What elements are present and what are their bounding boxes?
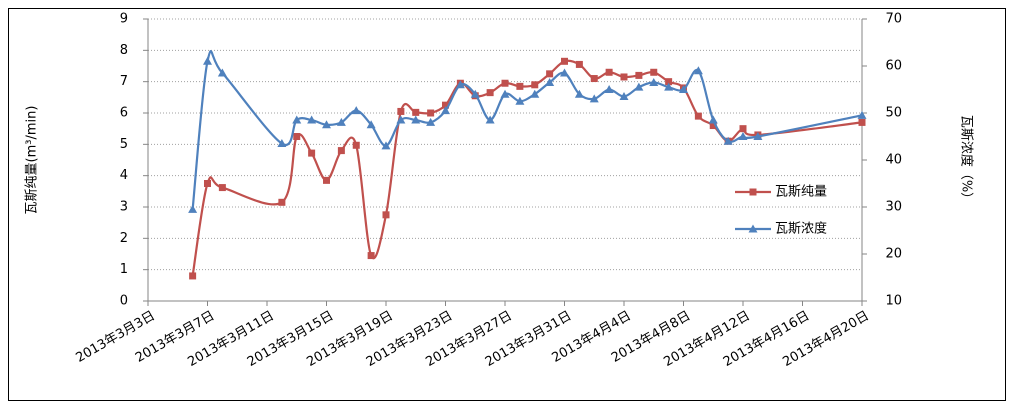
y-tick-label: 2: [120, 231, 128, 246]
data-point: [323, 176, 330, 184]
data-point: [516, 82, 524, 90]
data-point: [486, 89, 494, 97]
data-point: [530, 89, 540, 98]
data-point: [351, 106, 361, 115]
data-point: [679, 85, 688, 93]
y2-tick-label: 50: [885, 106, 902, 121]
y-tick-label: 0: [120, 294, 128, 309]
data-point: [709, 122, 717, 130]
legend-label: 瓦斯浓度: [775, 221, 827, 237]
data-point: [561, 57, 568, 65]
y-tick-label: 8: [120, 43, 128, 58]
data-point: [412, 108, 420, 116]
data-point: [381, 141, 391, 150]
y2-tick-label: 70: [885, 12, 902, 27]
data-point: [545, 77, 555, 86]
data-point: [442, 101, 449, 109]
data-point: [589, 94, 599, 103]
data-point: [336, 117, 346, 126]
data-point: [337, 147, 345, 155]
data-point: [188, 204, 198, 213]
data-point: [694, 112, 702, 120]
data-point: [753, 132, 763, 140]
data-point: [575, 60, 583, 68]
data-point: [427, 109, 435, 117]
y2-tick-label: 30: [885, 200, 902, 215]
y-tick-label: 9: [120, 12, 128, 27]
data-point: [470, 89, 480, 98]
data-point: [590, 75, 598, 83]
data-point: [664, 82, 674, 91]
y2-tick-label: 60: [885, 59, 902, 74]
data-point: [650, 68, 658, 76]
data-point: [396, 115, 406, 124]
data-point: [217, 68, 227, 77]
data-point: [500, 89, 510, 98]
data-point: [531, 81, 539, 89]
data-point: [546, 70, 554, 78]
data-point: [560, 68, 569, 77]
data-point: [708, 115, 718, 124]
data-point: [411, 115, 421, 124]
data-point: [693, 66, 703, 75]
legend-marker: [748, 224, 758, 233]
data-point: [485, 115, 495, 124]
data-point: [619, 92, 629, 101]
chart-frame: [8, 8, 1006, 401]
y-tick-label: 4: [120, 168, 128, 183]
data-point: [858, 118, 866, 126]
data-point: [723, 136, 733, 145]
data-point: [382, 211, 390, 219]
data-point: [322, 120, 331, 129]
data-point: [308, 149, 316, 157]
data-point: [203, 56, 212, 65]
data-point: [857, 110, 867, 119]
y-tick-label: 5: [120, 137, 128, 152]
data-point: [366, 120, 376, 129]
y-tick-label: 6: [120, 106, 128, 121]
data-point: [218, 184, 226, 192]
data-point: [574, 89, 584, 98]
data-point: [426, 117, 436, 126]
data-point: [635, 71, 643, 79]
data-point: [292, 115, 302, 124]
data-point: [634, 82, 644, 91]
y2-tick-label: 10: [885, 294, 902, 309]
legend-marker: [749, 188, 757, 196]
data-point: [441, 106, 450, 115]
data-point: [307, 115, 317, 124]
data-point: [604, 85, 614, 93]
data-point: [501, 79, 509, 87]
data-point: [277, 139, 287, 148]
data-point: [204, 180, 211, 187]
y2-tick-label: 40: [885, 153, 902, 168]
data-point: [397, 107, 405, 115]
data-point: [455, 80, 465, 89]
y2-tick-label: 20: [885, 247, 902, 262]
data-point: [738, 132, 748, 140]
y2-axis-title: 瓦斯浓度（%）: [959, 115, 975, 205]
legend-label: 瓦斯纯量: [775, 185, 827, 200]
data-point: [739, 125, 747, 133]
y-axis-title: 瓦斯纯量(m³/min): [25, 106, 40, 215]
data-point: [620, 73, 628, 81]
data-point: [278, 198, 286, 206]
data-point: [367, 252, 375, 260]
y-tick-label: 3: [120, 200, 128, 215]
data-point: [515, 96, 525, 105]
data-point: [189, 272, 197, 280]
data-point: [649, 77, 659, 86]
y-tick-label: 7: [120, 74, 128, 89]
y-tick-label: 1: [120, 262, 128, 277]
data-point: [665, 78, 673, 86]
data-point: [352, 141, 360, 149]
data-point: [605, 68, 613, 76]
data-point: [293, 133, 301, 140]
